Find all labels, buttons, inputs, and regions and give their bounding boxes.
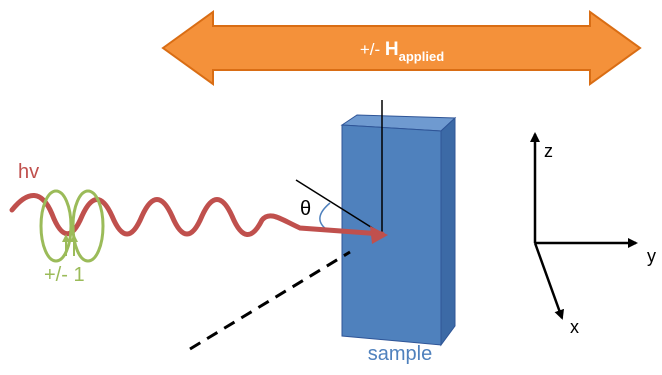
theta-label: θ — [300, 198, 311, 220]
field-label: +/- Happlied — [360, 39, 444, 64]
z-axis-label: z — [544, 141, 553, 161]
coordinate-axes: z y x — [530, 132, 656, 337]
applied-field-arrow: +/- Happlied — [161, 10, 642, 86]
dashed-projection-line — [189, 250, 351, 351]
helicity-loop-left — [39, 189, 73, 263]
light-wave: hv — [9, 161, 388, 244]
angle-construction: θ — [295, 100, 383, 235]
x-axis-label: x — [570, 317, 579, 337]
angle-arc — [319, 202, 331, 230]
incidence-line — [295, 179, 383, 235]
helicity-label: +/- 1 — [44, 264, 85, 286]
helicity-loop-right — [71, 189, 105, 263]
x-axis — [533, 242, 564, 320]
sample-label: sample — [368, 343, 432, 365]
hv-label: hv — [18, 161, 39, 183]
helicity-loops: +/- 1 — [39, 189, 105, 286]
y-axis-label: y — [647, 246, 656, 266]
sample-block — [340, 114, 457, 347]
